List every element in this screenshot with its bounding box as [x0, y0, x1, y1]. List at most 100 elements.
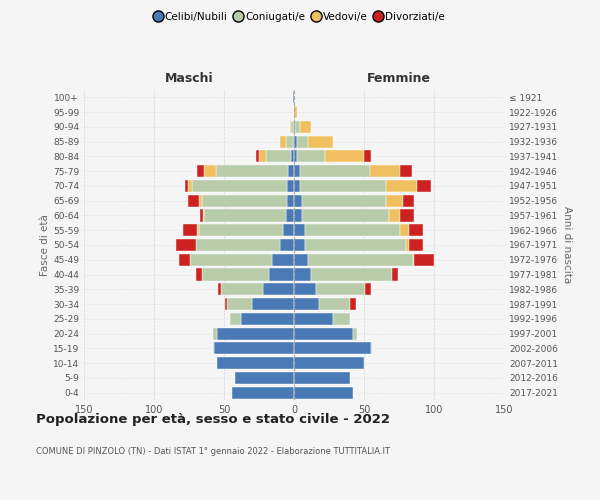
- Bar: [294, 180, 299, 192]
- Bar: [232, 386, 294, 398]
- Bar: [196, 268, 202, 280]
- Legend: Celibi/Nubili, Coniugati/e, Vedovi/e, Divorziati/e: Celibi/Nubili, Coniugati/e, Vedovi/e, Di…: [151, 8, 449, 26]
- Bar: [287, 180, 294, 192]
- Bar: [188, 180, 192, 192]
- Bar: [259, 150, 266, 162]
- Bar: [230, 313, 241, 325]
- Bar: [176, 239, 196, 251]
- Bar: [316, 283, 365, 296]
- Bar: [294, 254, 308, 266]
- Bar: [213, 328, 217, 340]
- Bar: [289, 165, 294, 177]
- Y-axis label: Anni di nascita: Anni di nascita: [562, 206, 572, 284]
- Bar: [293, 92, 294, 104]
- Bar: [294, 136, 297, 147]
- Bar: [200, 210, 203, 222]
- Bar: [294, 150, 297, 162]
- Bar: [389, 210, 400, 222]
- Bar: [215, 165, 289, 177]
- Bar: [409, 224, 423, 236]
- Bar: [371, 342, 373, 354]
- Bar: [294, 357, 364, 369]
- Bar: [365, 283, 371, 296]
- Text: COMUNE DI PINZOLO (TN) - Dati ISTAT 1° gennaio 2022 - Elaborazione TUTTITALIA.IT: COMUNE DI PINZOLO (TN) - Dati ISTAT 1° g…: [36, 448, 390, 456]
- Bar: [386, 180, 417, 192]
- Bar: [406, 239, 409, 251]
- Bar: [302, 210, 389, 222]
- Bar: [308, 136, 333, 147]
- Bar: [283, 224, 294, 236]
- Bar: [294, 210, 302, 222]
- Bar: [305, 224, 400, 236]
- Bar: [256, 150, 259, 162]
- Bar: [196, 239, 280, 251]
- Bar: [287, 194, 294, 207]
- Bar: [293, 136, 294, 147]
- Y-axis label: Fasce di età: Fasce di età: [40, 214, 50, 276]
- Bar: [199, 224, 283, 236]
- Bar: [297, 150, 325, 162]
- Bar: [400, 210, 415, 222]
- Bar: [364, 150, 371, 162]
- Bar: [291, 150, 294, 162]
- Bar: [294, 268, 311, 280]
- Bar: [299, 180, 386, 192]
- Bar: [294, 194, 302, 207]
- Bar: [205, 210, 286, 222]
- Bar: [319, 298, 350, 310]
- Bar: [302, 194, 386, 207]
- Bar: [294, 298, 319, 310]
- Bar: [199, 194, 202, 207]
- Bar: [241, 313, 294, 325]
- Bar: [311, 268, 392, 280]
- Bar: [197, 165, 205, 177]
- Bar: [350, 298, 356, 310]
- Bar: [218, 283, 221, 296]
- Bar: [400, 224, 409, 236]
- Bar: [266, 150, 291, 162]
- Bar: [214, 342, 294, 354]
- Bar: [403, 194, 415, 207]
- Bar: [295, 121, 299, 133]
- Text: Maschi: Maschi: [164, 72, 214, 85]
- Bar: [205, 165, 215, 177]
- Bar: [184, 224, 197, 236]
- Bar: [203, 210, 205, 222]
- Bar: [286, 136, 293, 147]
- Bar: [294, 165, 299, 177]
- Bar: [294, 224, 305, 236]
- Bar: [235, 372, 294, 384]
- Bar: [202, 268, 269, 280]
- Bar: [294, 386, 353, 398]
- Bar: [221, 283, 263, 296]
- Bar: [291, 121, 294, 133]
- Bar: [299, 165, 370, 177]
- Bar: [333, 313, 350, 325]
- Bar: [263, 283, 294, 296]
- Bar: [197, 224, 199, 236]
- Bar: [202, 194, 287, 207]
- Bar: [188, 194, 199, 207]
- Bar: [308, 254, 413, 266]
- Bar: [370, 165, 400, 177]
- Bar: [280, 239, 294, 251]
- Bar: [213, 342, 214, 354]
- Bar: [409, 239, 423, 251]
- Bar: [417, 180, 431, 192]
- Bar: [400, 165, 412, 177]
- Bar: [294, 372, 350, 384]
- Bar: [353, 328, 357, 340]
- Bar: [290, 121, 291, 133]
- Bar: [269, 268, 294, 280]
- Bar: [227, 298, 252, 310]
- Bar: [415, 254, 434, 266]
- Bar: [185, 180, 188, 192]
- Bar: [325, 150, 364, 162]
- Bar: [294, 342, 371, 354]
- Bar: [217, 328, 294, 340]
- Bar: [226, 298, 227, 310]
- Bar: [252, 298, 294, 310]
- Bar: [294, 328, 353, 340]
- Bar: [294, 121, 295, 133]
- Bar: [286, 210, 294, 222]
